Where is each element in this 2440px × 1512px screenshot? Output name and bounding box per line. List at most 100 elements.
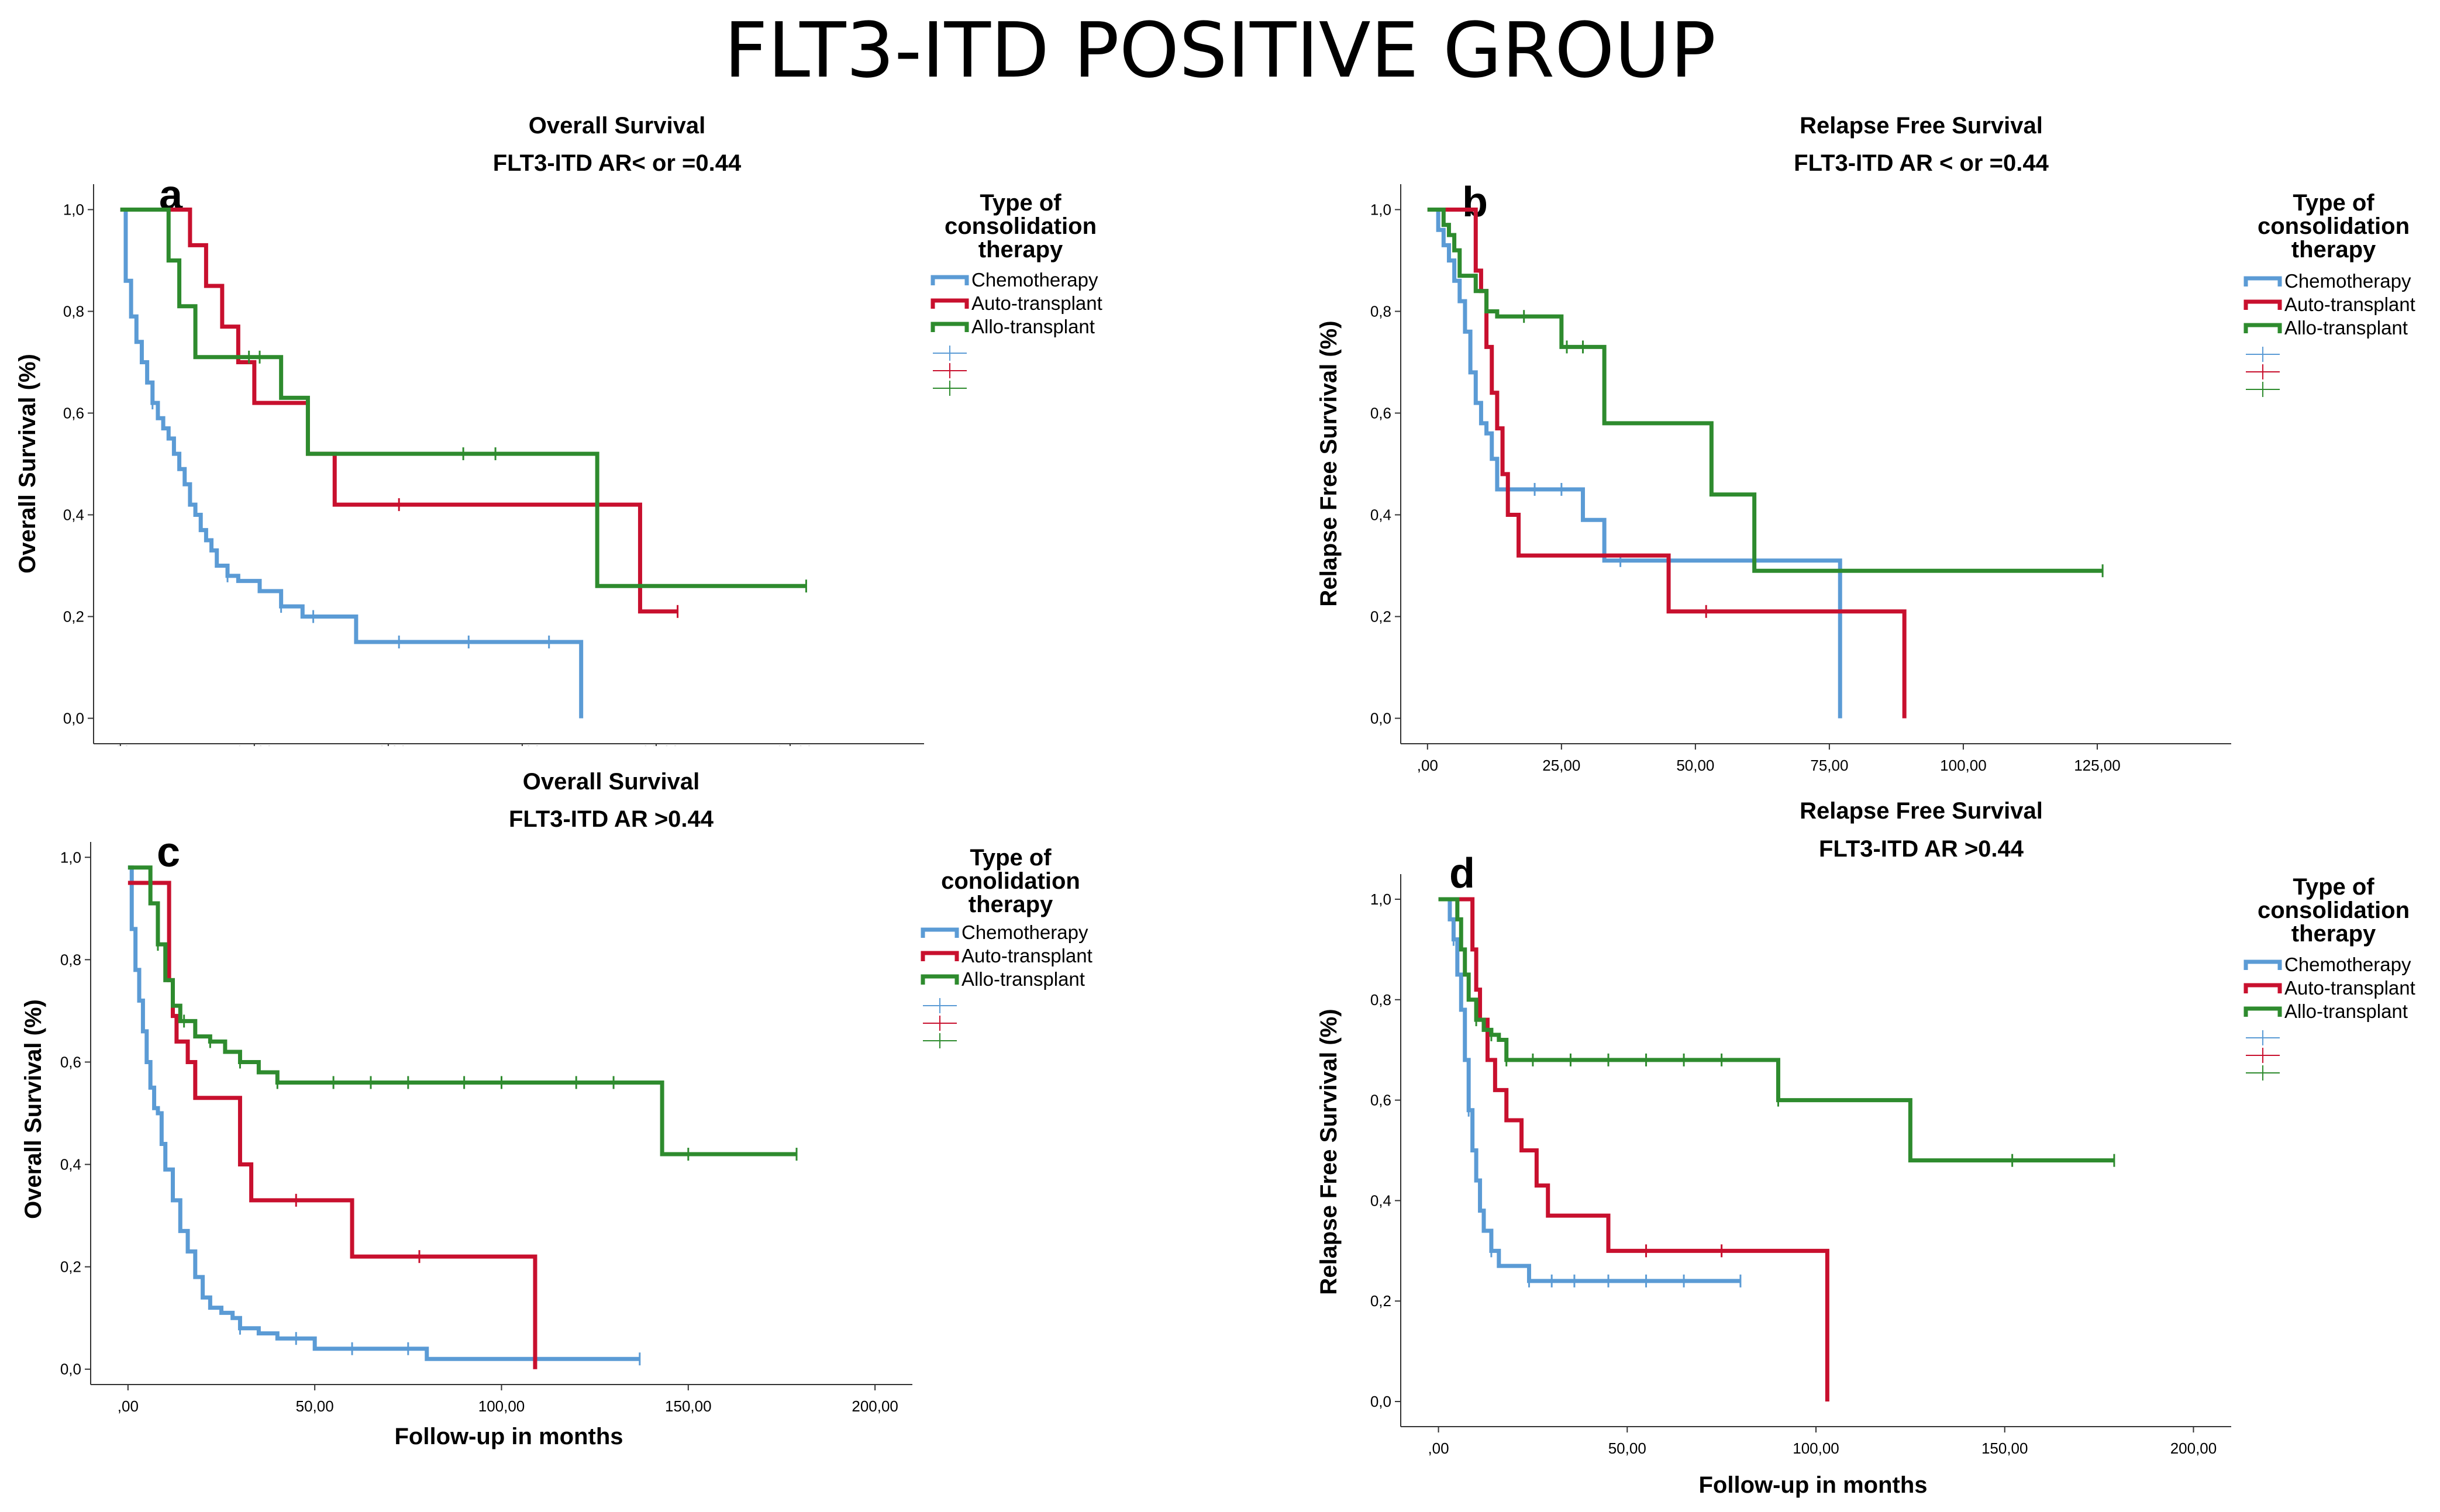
- panel-title: Overall Survival: [529, 113, 705, 139]
- legend-title-line: consolidation: [945, 213, 1097, 239]
- legend-title-line: Type of: [2293, 874, 2374, 900]
- y-tick-label: 0,4: [60, 1156, 81, 1173]
- panel-letter: c: [157, 829, 180, 876]
- legend-swatch-chemotherapy: [2243, 276, 2282, 286]
- legend-item-allo-transplant: Allo-transplant: [961, 968, 1085, 990]
- y-tick-label: 0,2: [63, 608, 84, 626]
- y-tick-label: 1,0: [1370, 890, 1391, 908]
- survival-curve-auto-transplant: [1427, 208, 1907, 719]
- survival-curve-allo-transplant: [1427, 208, 2103, 573]
- y-tick-label: 1,0: [63, 201, 84, 219]
- y-tick-label: 0,0: [1370, 1393, 1391, 1410]
- y-axis-label: Overall Survival (%): [15, 354, 40, 574]
- legend-item-auto-transplant: Auto-transplant: [2284, 977, 2415, 999]
- tick-label-clip: [58, 746, 959, 769]
- y-tick-label: 0,2: [1370, 1292, 1391, 1310]
- legend-title-line: therapy: [2291, 237, 2376, 263]
- legend-title-line: consolidation: [2258, 897, 2410, 923]
- survival-curve-allo-transplant: [120, 208, 807, 588]
- panel-letter: d: [1449, 850, 1475, 897]
- legend-title-line: consolidation: [2258, 213, 2410, 239]
- legend-swatch-auto-transplant: [2243, 983, 2282, 993]
- x-tick-label: 50,00: [1608, 1439, 1646, 1457]
- legend-item-allo-transplant: Allo-transplant: [2284, 1000, 2408, 1022]
- x-axis-label: Follow-up in months: [394, 1424, 623, 1449]
- legend-swatch-auto-transplant: [2243, 299, 2282, 310]
- x-tick-label: ,00: [118, 1397, 139, 1415]
- x-tick-label: 50,00: [296, 1397, 334, 1415]
- legend-swatch-chemotherapy: [930, 275, 969, 285]
- y-tick-label: 0,8: [1370, 303, 1391, 320]
- y-tick-label: 0,4: [1370, 1192, 1391, 1209]
- legend-item-chemotherapy: Chemotherapy: [2284, 954, 2411, 975]
- survival-curve-allo-transplant: [1438, 897, 2114, 1163]
- survival-curve-auto-transplant: [120, 208, 678, 614]
- legend-swatch-chemotherapy: [921, 927, 959, 938]
- y-axis-label: Relapse Free Survival (%): [1316, 1009, 1342, 1294]
- y-tick-label: 1,0: [60, 848, 81, 866]
- legend-swatch-allo-transplant: [921, 974, 959, 985]
- legend-title-line: Type of: [980, 190, 1062, 216]
- survival-curve-auto-transplant: [1438, 897, 1829, 1402]
- x-tick-label: ,00: [1417, 757, 1438, 774]
- y-tick-label: 0,0: [60, 1361, 81, 1378]
- y-axis-label: Relapse Free Survival (%): [1316, 320, 1342, 606]
- legend-item-allo-transplant: Allo-transplant: [2284, 317, 2408, 339]
- legend-title-line: Type of: [970, 845, 1052, 871]
- y-tick-label: 0,6: [63, 405, 84, 422]
- legend-item-chemotherapy: Chemotherapy: [2284, 270, 2411, 292]
- legend-title-line: conolidation: [941, 868, 1080, 894]
- legend-swatch-chemotherapy: [2243, 959, 2282, 970]
- legend-swatch-auto-transplant: [930, 298, 969, 309]
- figure-title: FLT3-ITD POSITIVE GROUP: [723, 6, 1717, 95]
- y-tick-label: 0,0: [1370, 710, 1391, 727]
- legend-title-line: Type of: [2293, 190, 2374, 216]
- x-tick-label: 25,00: [1542, 757, 1580, 774]
- x-tick-label: 200,00: [852, 1397, 898, 1415]
- survival-curve-chemotherapy: [120, 208, 584, 719]
- y-tick-label: 0,0: [63, 710, 84, 727]
- y-tick-label: 0,2: [60, 1258, 81, 1276]
- legend-swatch-allo-transplant: [930, 322, 969, 332]
- y-axis-label: Overall Survival (%): [20, 999, 46, 1219]
- y-tick-label: 0,6: [1370, 405, 1391, 422]
- survival-curve-chemotherapy: [1427, 208, 1842, 719]
- panel-title: Overall Survival: [523, 769, 699, 795]
- legend-item-chemotherapy: Chemotherapy: [971, 269, 1098, 291]
- legend-item-auto-transplant: Auto-transplant: [2284, 294, 2415, 315]
- survival-curve-chemotherapy: [1438, 897, 1741, 1283]
- x-tick-label: 125,00: [2074, 757, 2121, 774]
- legend-swatch-auto-transplant: [921, 951, 959, 961]
- x-axis-label: Follow-up in months: [1698, 1472, 1927, 1498]
- x-tick-label: 150,00: [1981, 1439, 2028, 1457]
- x-tick-label: 100,00: [478, 1397, 525, 1415]
- x-tick-label: 50,00: [1676, 757, 1714, 774]
- survival-curve-chemotherapy: [127, 865, 640, 1361]
- legend-swatch-allo-transplant: [2243, 323, 2282, 333]
- y-tick-label: 0,6: [60, 1053, 81, 1071]
- y-tick-label: 0,8: [60, 951, 81, 968]
- legend-item-auto-transplant: Auto-transplant: [961, 945, 1093, 966]
- panel-subtitle: FLT3-ITD AR >0.44: [1819, 836, 2024, 862]
- y-tick-label: 0,8: [63, 303, 84, 320]
- legend-item-allo-transplant: Allo-transplant: [971, 316, 1095, 337]
- x-tick-label: 150,00: [665, 1397, 712, 1415]
- y-tick-label: 1,0: [1370, 201, 1391, 219]
- legend-title-line: therapy: [978, 237, 1063, 263]
- panel-title: Relapse Free Survival: [1800, 113, 2043, 139]
- legend-title-line: therapy: [969, 892, 1053, 917]
- x-tick-label: 75,00: [1810, 757, 1848, 774]
- x-tick-label: 100,00: [1793, 1439, 1839, 1457]
- panel-subtitle: FLT3-ITD AR< or =0.44: [493, 150, 742, 176]
- panel-subtitle: FLT3-ITD AR >0.44: [509, 806, 714, 832]
- y-tick-label: 0,4: [1370, 506, 1391, 524]
- panel-title: Relapse Free Survival: [1800, 798, 2043, 824]
- legend-swatch-allo-transplant: [2243, 1006, 2282, 1017]
- legend-item-chemotherapy: Chemotherapy: [961, 921, 1088, 943]
- y-tick-label: 0,2: [1370, 608, 1391, 626]
- panel-subtitle: FLT3-ITD AR < or =0.44: [1794, 150, 2049, 176]
